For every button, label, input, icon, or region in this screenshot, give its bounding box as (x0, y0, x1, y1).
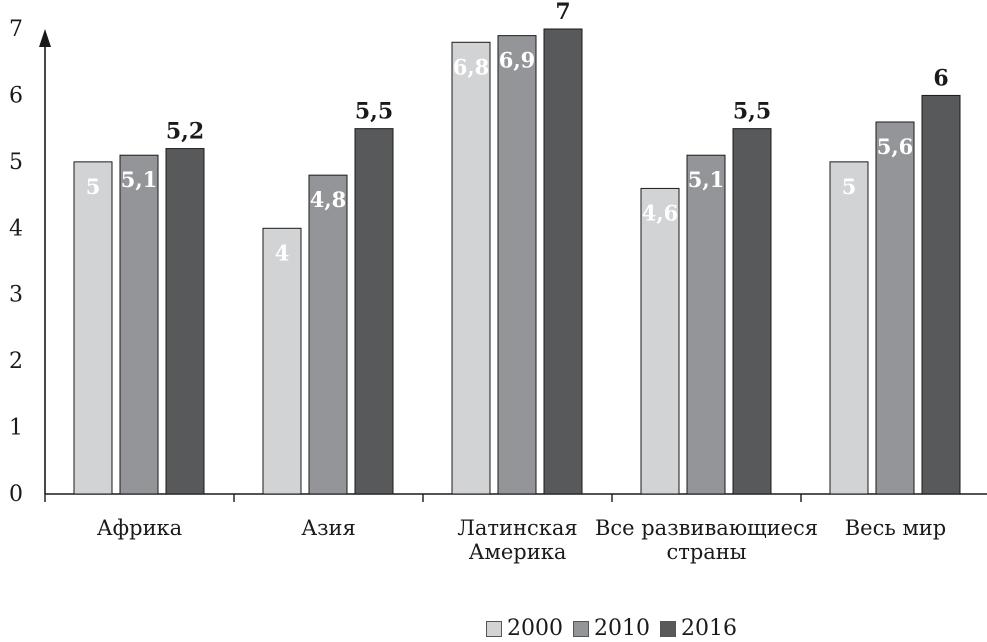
data-label: 5,6 (877, 134, 914, 159)
bar-chart: 0 1 2 3 4 5 6 7 Африка Азия Латинская Америка Все ра… (9, 0, 987, 564)
y-tick-label: 0 (9, 482, 23, 507)
legend-label-2000: 2000 (507, 616, 563, 641)
legend-item-2016: 2016 (660, 618, 737, 640)
data-label: 5 (86, 174, 101, 199)
axes: 0 1 2 3 4 5 6 7 Африка Азия Латинская Америка Все ра… (9, 17, 987, 564)
x-category-label: Латинская Америка (457, 516, 577, 564)
data-label: 6,9 (499, 48, 536, 73)
data-label: 5,5 (355, 99, 393, 125)
y-tick-label: 3 (9, 283, 23, 308)
legend: 2000 2010 2016 (486, 618, 737, 640)
data-label: 5 (842, 174, 857, 199)
legend-swatch-2000 (486, 621, 502, 637)
data-label: 5,1 (688, 167, 725, 192)
legend-swatch-2010 (573, 621, 589, 637)
x-category-label: Азия (301, 516, 356, 540)
y-tick-label: 1 (9, 416, 23, 441)
x-category-label-line: страны (666, 540, 746, 564)
bar-2010 (308, 174, 348, 495)
data-label: 7 (555, 0, 570, 25)
y-tick-label: 2 (9, 349, 23, 374)
data-label: 4,8 (310, 187, 347, 212)
data-label: 4 (275, 240, 290, 265)
x-category-label-line: Азия (301, 516, 356, 540)
data-label: 5,1 (121, 167, 158, 192)
x-category-label-line: Все развивающиеся (595, 516, 818, 540)
bar-2000 (640, 187, 680, 495)
bar-2000 (262, 227, 302, 495)
bar-2016 (921, 94, 961, 495)
data-label: 5,2 (166, 119, 204, 145)
data-label: 6,8 (453, 54, 490, 79)
bar-2016 (165, 148, 205, 495)
data-label: 4,6 (642, 200, 679, 225)
bar-2010 (875, 121, 915, 495)
data-label: 6 (933, 65, 948, 91)
legend-item-2000: 2000 (486, 618, 563, 640)
y-tick-label: 5 (9, 150, 23, 175)
legend-label-2016: 2016 (681, 616, 737, 641)
x-category-label: Весь мир (845, 516, 947, 540)
bar-2016 (354, 128, 394, 495)
bar-2000 (451, 41, 491, 495)
legend-swatch-2016 (660, 621, 676, 637)
x-category-label-line: Америка (469, 540, 567, 564)
y-axis-arrow (39, 29, 51, 47)
x-category-label: Все развивающиеся страны (595, 516, 818, 564)
data-label: 5,5 (733, 99, 771, 125)
bar-2016 (543, 28, 583, 495)
x-category-label-line: Латинская (457, 516, 577, 540)
legend-item-2010: 2010 (573, 618, 650, 640)
x-category-label-line: Африка (97, 516, 182, 540)
legend-label-2010: 2010 (594, 616, 650, 641)
bar-2000 (829, 161, 869, 495)
bar-2010 (686, 154, 726, 495)
labels: 5 5,1 5,2 4 4,8 5,5 6,8 6,9 7 4,6 5,1 5,5 5 5,6 6 (86, 0, 949, 265)
bars (73, 28, 961, 495)
bar-2000 (73, 161, 113, 495)
bar-2016 (732, 128, 772, 495)
y-tick-label: 6 (9, 83, 23, 108)
x-category-label-line: Весь мир (845, 516, 947, 540)
y-tick-label: 4 (9, 216, 23, 241)
bar-2010 (497, 35, 537, 495)
bar-2010 (119, 154, 159, 495)
x-category-label: Африка (97, 516, 182, 540)
y-tick-label: 7 (9, 17, 23, 42)
